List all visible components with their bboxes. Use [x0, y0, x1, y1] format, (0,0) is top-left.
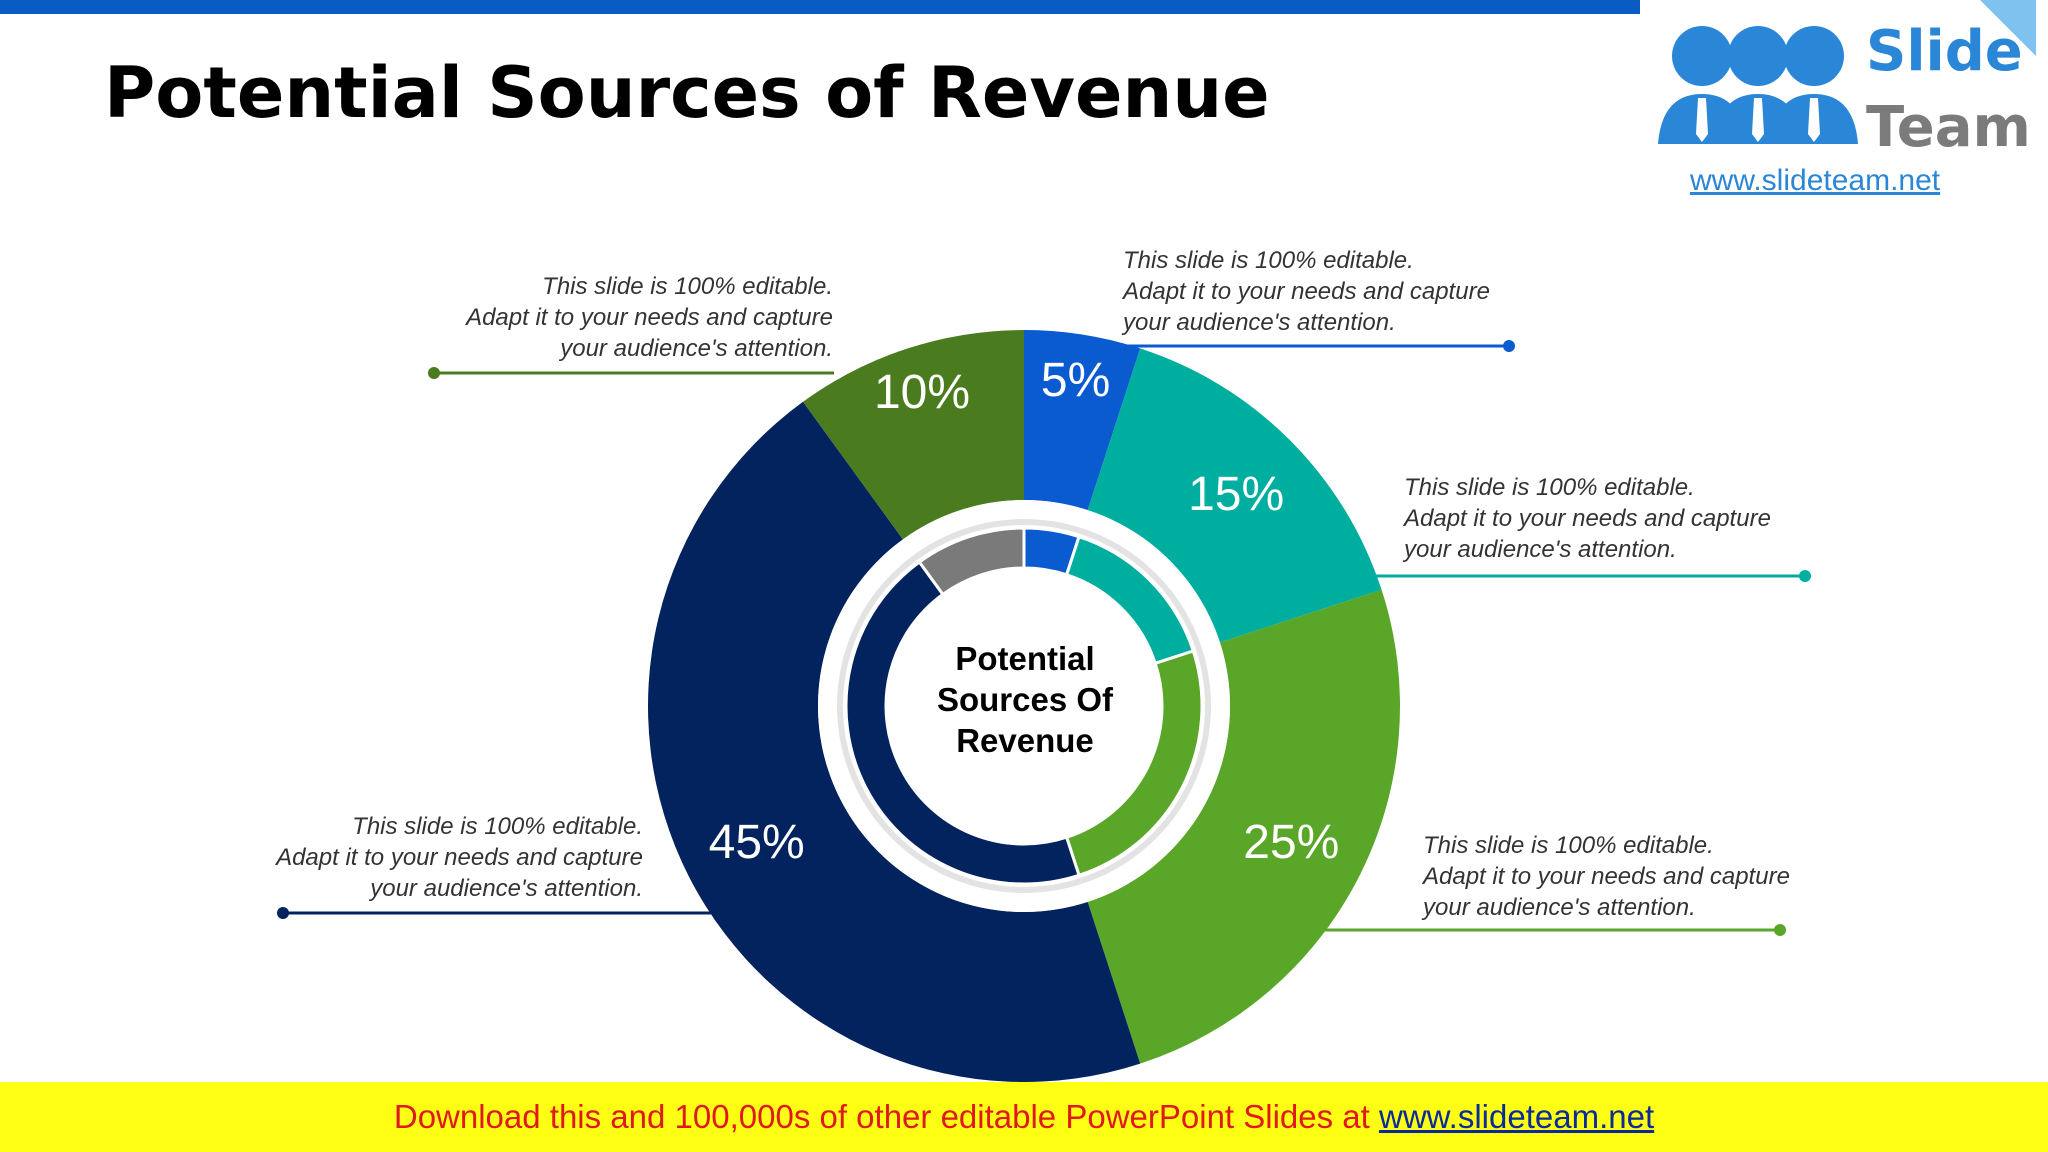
outer-slice	[647, 401, 1141, 1083]
callout-connector-dot	[1503, 340, 1515, 352]
slice-percent-label: 5%	[1041, 354, 1110, 407]
callout-line: Adapt it to your needs and capture	[276, 844, 643, 871]
callout-line: This slide is 100% editable.	[352, 813, 643, 840]
top-accent-bar	[0, 0, 1642, 14]
callout-middle-right: This slide is 100% editable. Adapt it to…	[1404, 472, 1844, 565]
callout-line: Adapt it to your needs and capture	[1123, 278, 1490, 305]
logo-url-link[interactable]: www.slideteam.net	[1690, 164, 1941, 197]
callout-bottom-left: This slide is 100% editable. Adapt it to…	[203, 811, 643, 904]
inner-ring-outline	[837, 519, 1211, 893]
callout-connector-dot	[1799, 570, 1811, 582]
callout-line: your audience's attention.	[1123, 309, 1396, 336]
outer-slice	[1087, 589, 1401, 1064]
outer-slice	[1024, 330, 1141, 511]
callout-connector-dot	[428, 367, 440, 379]
slice-percent-label: 10%	[874, 366, 970, 419]
callout-line: Adapt it to your needs and capture	[1423, 863, 1790, 890]
callout-line: your audience's attention.	[1423, 894, 1696, 921]
slice-percent-label: 25%	[1243, 816, 1339, 869]
slice-percent-label: 45%	[709, 816, 805, 869]
callout-line: This slide is 100% editable.	[1404, 474, 1695, 501]
outer-slice	[1087, 348, 1382, 643]
callout-line: This slide is 100% editable.	[1123, 247, 1414, 274]
slideteam-logo: Slide Team www.slideteam.net	[1640, 0, 2038, 197]
logo-corner-fold	[1980, 0, 2036, 56]
callout-connector-dot	[1774, 924, 1786, 936]
callout-top-right: This slide is 100% editable. Adapt it to…	[1123, 245, 1563, 338]
footer-link[interactable]: www.slideteam.net	[1379, 1098, 1655, 1135]
callout-line: your audience's attention.	[1404, 536, 1677, 563]
footer-message: Download this and 100,000s of other edit…	[393, 1098, 1379, 1135]
donut-center	[886, 568, 1162, 844]
callout-connector-dot	[277, 907, 289, 919]
callout-line: This slide is 100% editable.	[1423, 832, 1714, 859]
callout-line: your audience's attention.	[370, 875, 643, 902]
page-title: Potential Sources of Revenue	[104, 52, 1270, 134]
callout-bottom-right: This slide is 100% editable. Adapt it to…	[1423, 830, 1863, 923]
center-label-line: Potential	[955, 640, 1095, 677]
slice-percent-label: 15%	[1188, 468, 1284, 521]
callout-line: This slide is 100% editable.	[542, 273, 833, 300]
callout-line: Adapt it to your needs and capture	[466, 304, 833, 331]
logo-word-team: Team	[1866, 95, 2031, 160]
footer-text: Download this and 100,000s of other edit…	[0, 1098, 2048, 1136]
chart-center-label: Potential Sources Of Revenue	[893, 638, 1157, 761]
callout-line: your audience's attention.	[560, 335, 833, 362]
callout-top-left: This slide is 100% editable. Adapt it to…	[393, 271, 833, 364]
people-logo-icon	[1658, 26, 1858, 144]
outer-slice	[802, 330, 1024, 540]
center-label-line: Sources Of	[936, 681, 1114, 718]
footer-banner: Download this and 100,000s of other edit…	[0, 1082, 2048, 1152]
callout-line: Adapt it to your needs and capture	[1404, 505, 1771, 532]
center-label-line: Revenue	[956, 722, 1094, 759]
